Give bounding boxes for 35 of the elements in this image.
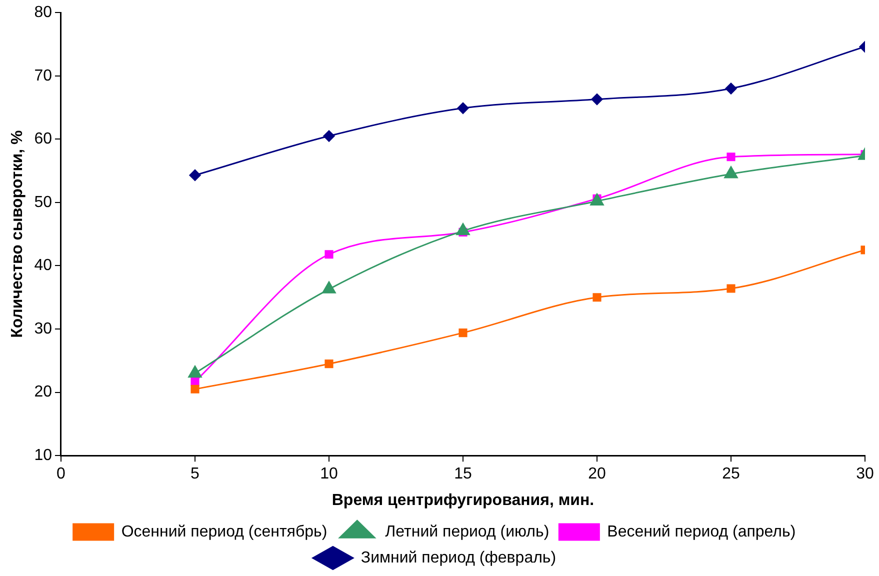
point xyxy=(725,82,737,94)
point xyxy=(726,284,736,293)
y-axis-title: Количество сыворотки, % xyxy=(9,130,26,338)
point xyxy=(190,377,200,386)
x-tick-label: 15 xyxy=(454,466,472,483)
point xyxy=(324,250,334,259)
y-tick-label: 40 xyxy=(34,257,52,274)
x-tick-label: 30 xyxy=(856,466,874,483)
y-tick-label: 30 xyxy=(34,320,52,338)
point xyxy=(592,293,602,302)
point xyxy=(189,169,201,181)
x-tick-label: 0 xyxy=(56,466,66,483)
y-tick-label: 50 xyxy=(34,194,52,211)
y-tick-label: 60 xyxy=(34,130,52,148)
point xyxy=(591,94,603,106)
point xyxy=(726,152,736,162)
point xyxy=(457,102,469,114)
y-tick-label: 20 xyxy=(34,384,52,401)
legend-label: Летний период (июль) xyxy=(385,523,550,540)
y-tick-label: 80 xyxy=(34,4,52,22)
x-axis-title: Время центрифугирования, мин. xyxy=(332,492,594,509)
x-tick-label: 25 xyxy=(722,466,740,483)
legend-label: Весений период (апрель) xyxy=(607,523,796,540)
x-tick-label: 10 xyxy=(320,466,338,483)
x-tick-label: 20 xyxy=(588,466,606,483)
x-tick-label: 5 xyxy=(190,466,200,483)
point xyxy=(324,360,334,368)
point xyxy=(458,328,468,338)
point xyxy=(190,384,200,394)
point xyxy=(323,130,335,142)
y-tick-label: 70 xyxy=(34,67,52,84)
legend-label: Осенний период (сентябрь) xyxy=(121,523,328,540)
legend-label: Зимний период (февраль) xyxy=(360,549,556,566)
y-tick-label: 10 xyxy=(34,447,52,464)
point xyxy=(188,366,202,378)
